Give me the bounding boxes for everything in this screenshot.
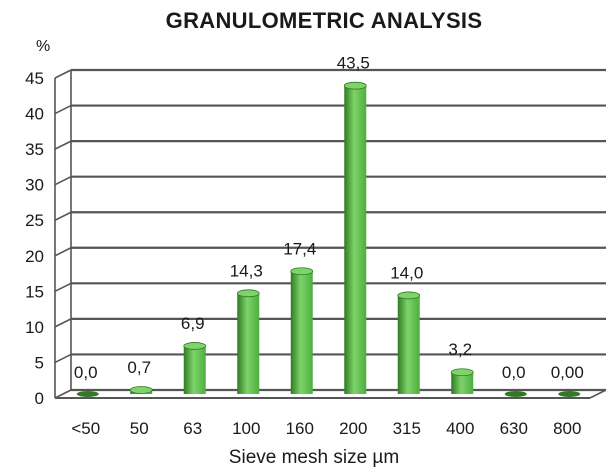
y-tick-label: 15	[25, 282, 44, 301]
x-tick-label: 200	[339, 419, 367, 438]
x-axis-ticks: <50 50 63 100 160 200 315 400 630 800	[71, 419, 581, 438]
x-tick-label: 160	[286, 419, 314, 438]
y-tick-label: 20	[25, 247, 44, 266]
chart-title: GRANULOMETRIC ANALYSIS	[165, 8, 483, 33]
bar-cap	[397, 291, 421, 300]
x-tick-label: 400	[446, 419, 474, 438]
gridline-side	[54, 282, 72, 293]
floor-edge	[589, 389, 607, 399]
bar-cap	[343, 81, 367, 90]
gridline-side	[54, 318, 72, 328]
gridline-side	[54, 389, 72, 399]
x-tick-label: 100	[232, 419, 260, 438]
bar-cap	[290, 267, 314, 276]
x-tick-label: 800	[553, 419, 581, 438]
bar	[237, 293, 260, 394]
data-label: 0,00	[551, 363, 584, 382]
bar	[504, 391, 527, 397]
y-tick-label: 35	[25, 140, 44, 159]
x-tick-label: <50	[71, 419, 100, 438]
y-tick-label: 0	[35, 389, 44, 408]
y-axis-unit-label: %	[36, 38, 51, 55]
x-axis-title: Sieve mesh size µm	[228, 447, 400, 468]
bar-cap	[236, 289, 260, 298]
gridline-side	[54, 175, 72, 186]
bar-cap	[450, 368, 474, 377]
data-label: 0,0	[502, 363, 526, 382]
data-label: 43,5	[337, 54, 370, 73]
y-tick-label: 30	[25, 176, 44, 195]
gridlines	[54, 68, 607, 399]
bar	[290, 271, 313, 394]
x-tick-label: 63	[183, 419, 202, 438]
bar	[183, 345, 206, 394]
x-tick-label: 630	[500, 419, 528, 438]
data-label: 14,0	[390, 263, 423, 282]
gridline-side	[54, 104, 72, 115]
data-label: 3,2	[448, 340, 472, 359]
x-tick-label: 50	[130, 419, 149, 438]
y-tick-label: 25	[25, 211, 44, 230]
data-label: 0,7	[127, 358, 151, 377]
y-tick-label: 5	[35, 353, 44, 372]
gridline-side	[54, 353, 72, 364]
data-label: 17,4	[283, 239, 316, 258]
bar	[76, 391, 99, 397]
data-label: 0,0	[74, 363, 98, 382]
x-tick-label: 315	[393, 419, 421, 438]
bar-cap	[129, 386, 153, 394]
bar	[451, 372, 474, 394]
y-tick-label: 45	[25, 69, 44, 88]
gridline-side	[54, 140, 72, 150]
bar	[344, 85, 367, 395]
bar	[397, 295, 420, 394]
data-label: 14,3	[230, 261, 263, 280]
gridline-side	[54, 247, 72, 257]
bars	[76, 81, 581, 397]
data-labels: 0,0 0,7 6,9 14,3 17,4 43,5 14,0 3,2 0,0 0,00	[74, 54, 584, 382]
y-tick-label: 40	[25, 105, 44, 124]
bar	[558, 391, 581, 397]
gridline-side	[54, 69, 72, 79]
gridline-side	[54, 211, 72, 221]
data-label: 6,9	[181, 314, 205, 333]
bar-cap	[183, 342, 207, 350]
y-tick-label: 10	[25, 318, 44, 337]
y-axis-ticks: 0 5 10 15 20 25 30 35 40 45	[25, 69, 44, 408]
